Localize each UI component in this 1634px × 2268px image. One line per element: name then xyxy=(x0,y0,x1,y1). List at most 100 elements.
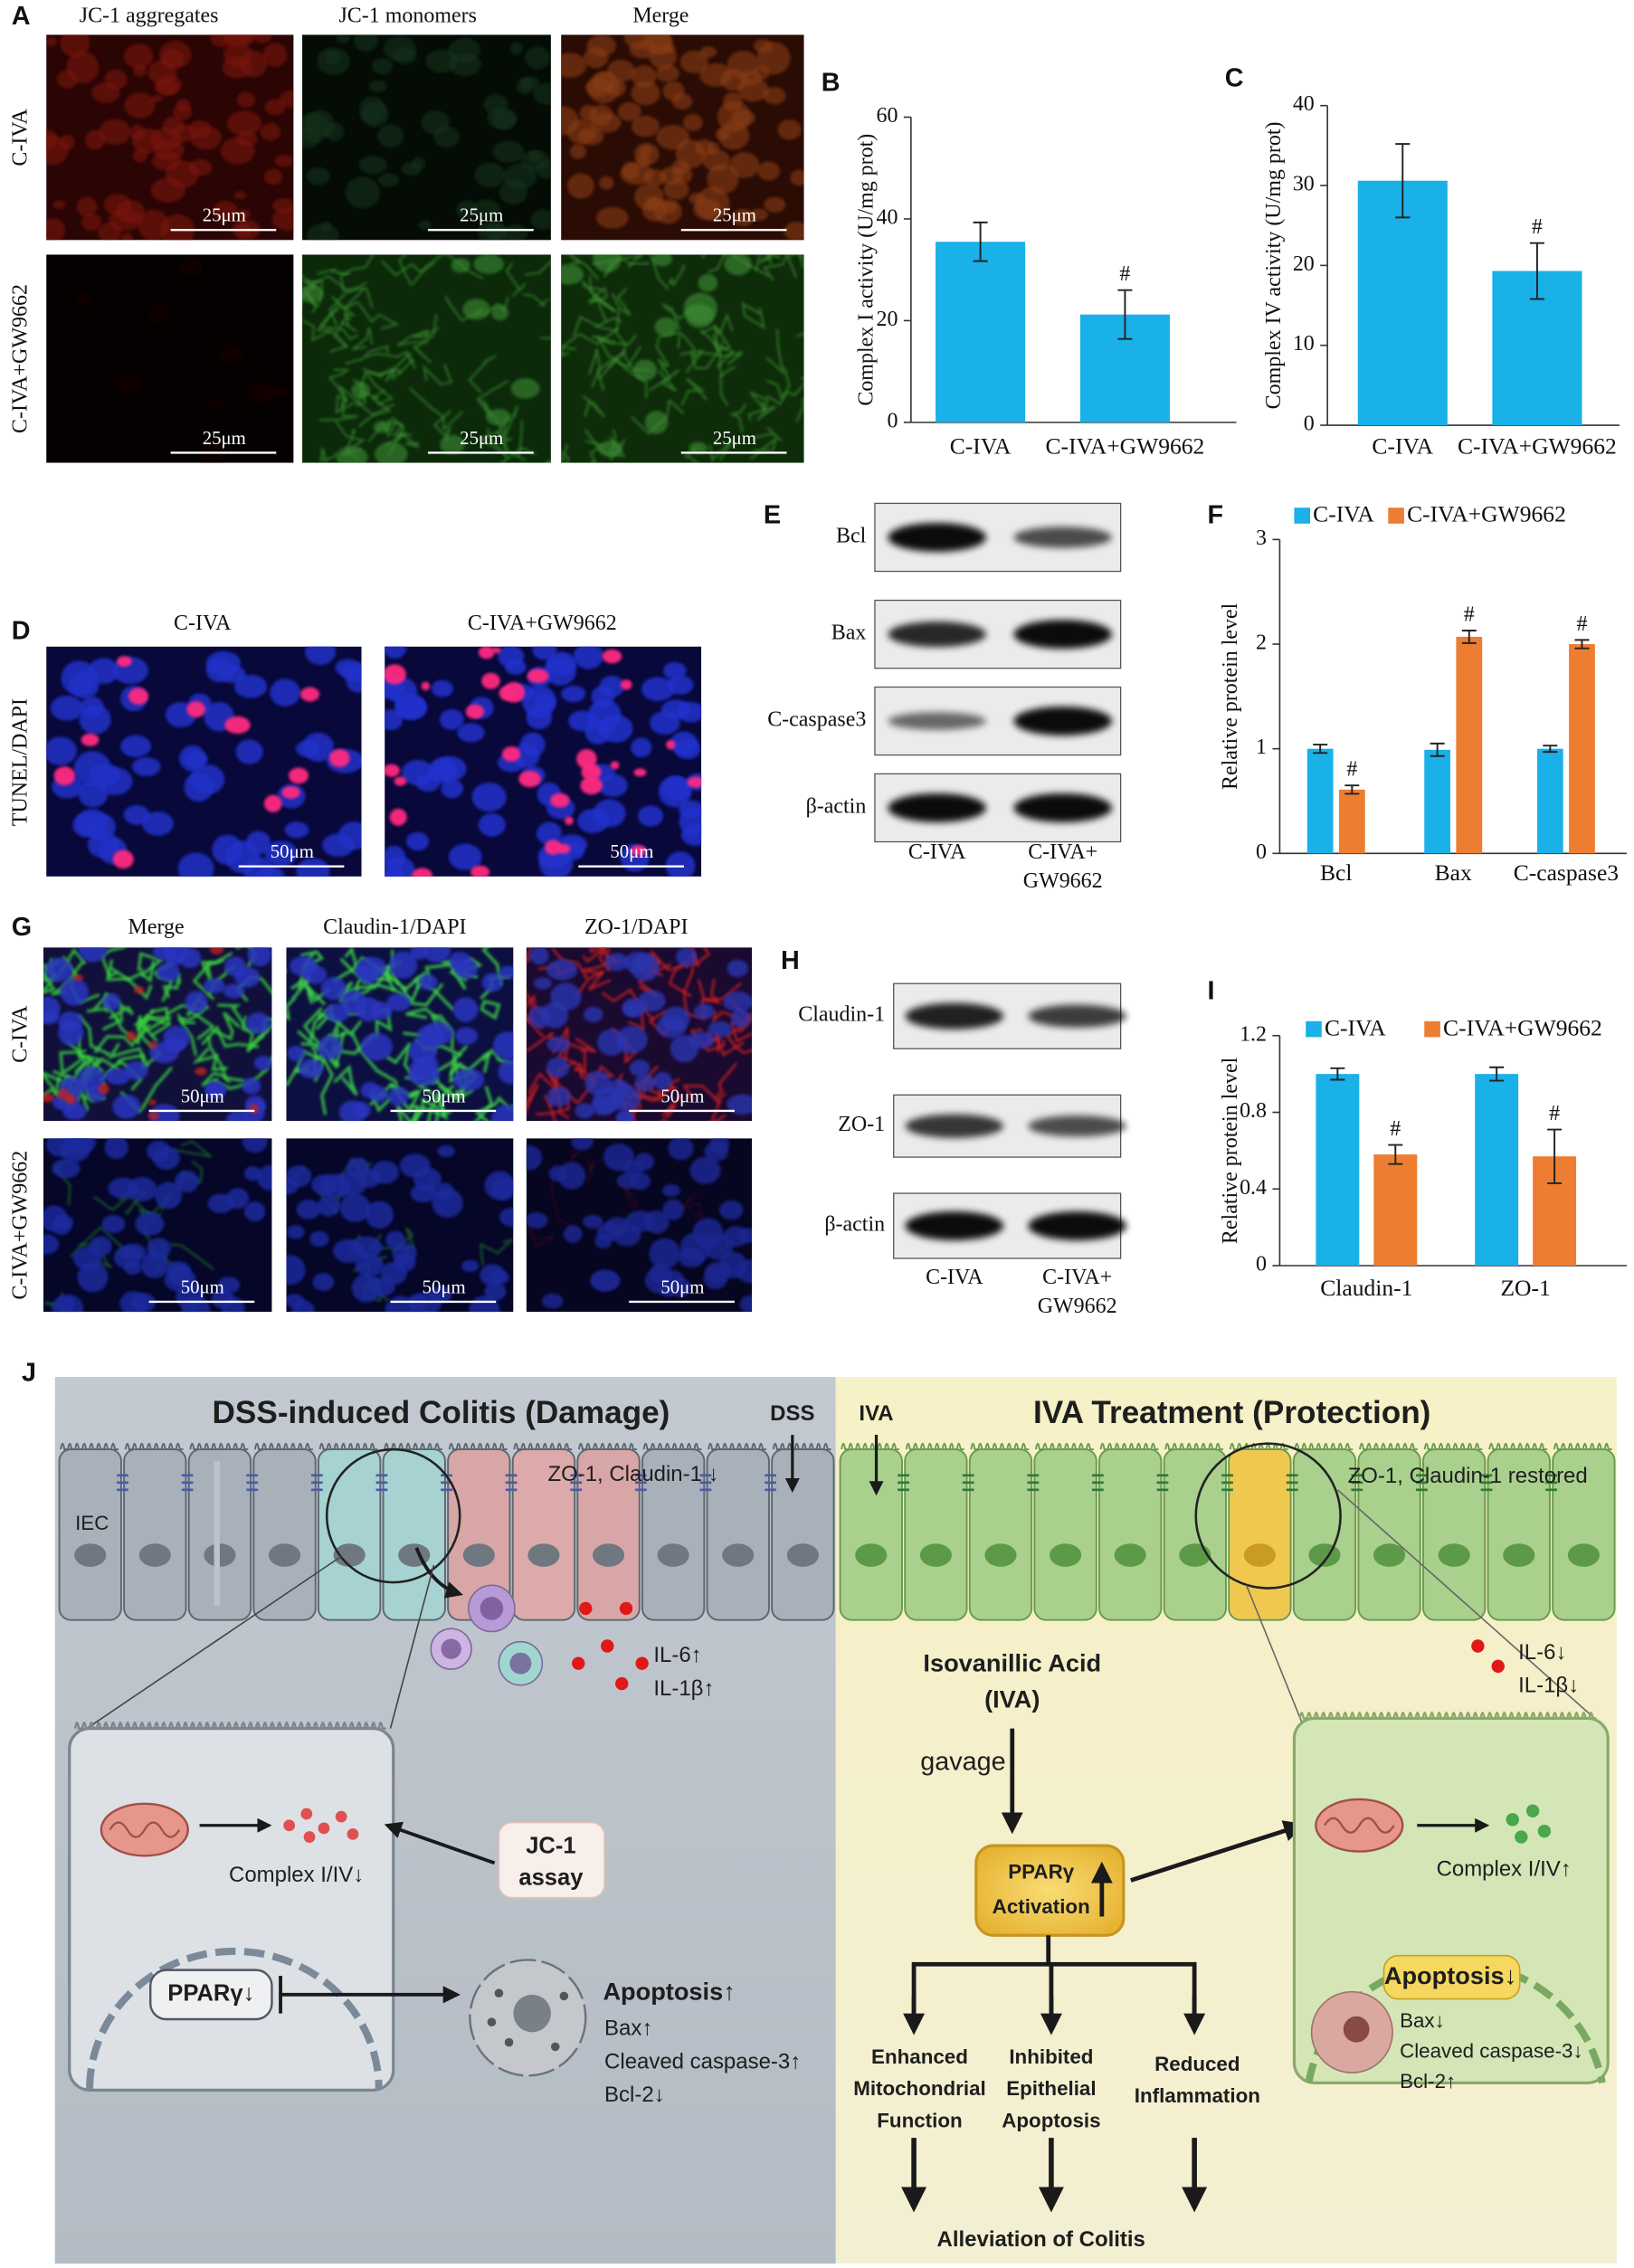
nuclear-envelope xyxy=(86,1947,383,2089)
membrane-signal xyxy=(162,973,182,999)
microvilli xyxy=(73,1722,386,1730)
legend-label: C-IVA xyxy=(1325,1014,1386,1040)
membrane-signal xyxy=(526,1227,556,1248)
microvilli xyxy=(384,1442,443,1451)
cell-signal xyxy=(271,207,294,232)
cell-signal xyxy=(649,34,673,55)
scale-bar-label: 50μm xyxy=(271,841,314,862)
cell-signal xyxy=(271,385,288,399)
cell-signal xyxy=(148,1099,157,1106)
diagram-text: assay xyxy=(518,1865,584,1891)
membrane-signal xyxy=(380,260,436,277)
cell-signal xyxy=(380,1261,408,1286)
membrane-signal xyxy=(137,952,165,977)
cell-signal xyxy=(385,709,404,731)
blot-band xyxy=(1028,1004,1127,1028)
diagram-text: IVA xyxy=(859,1401,893,1426)
error-bar xyxy=(1388,1143,1403,1165)
cell-signal xyxy=(52,1158,81,1179)
cell-signal xyxy=(529,947,549,965)
cell-signal xyxy=(737,77,769,102)
membrane-signal xyxy=(108,1042,149,1068)
cell-signal xyxy=(537,821,563,846)
bar xyxy=(1536,748,1563,854)
membrane-signal xyxy=(714,1062,738,1101)
membrane-signal xyxy=(525,260,551,277)
cell-gap xyxy=(214,1460,220,1606)
membrane-signal xyxy=(387,432,420,456)
membrane-signal xyxy=(423,364,453,386)
microvilli xyxy=(124,1442,184,1451)
cell-signal xyxy=(104,1138,128,1160)
membrane-signal xyxy=(758,254,804,270)
membrane-signal xyxy=(304,984,327,1006)
cell-signal xyxy=(66,51,100,84)
column-header: JC-1 aggregates xyxy=(80,5,219,28)
diagram-text: JC-1 xyxy=(526,1833,575,1858)
epithelial-cell xyxy=(771,1448,835,1621)
membrane-signal xyxy=(136,1008,156,1032)
y-tick-label: 2 xyxy=(1256,631,1267,655)
cell-signal xyxy=(661,1184,680,1197)
cell-signal xyxy=(43,996,61,1022)
membrane-signal xyxy=(588,348,602,388)
membrane-signal xyxy=(522,293,550,308)
column-header: C-IVA xyxy=(174,612,232,635)
bar xyxy=(936,242,1026,422)
cell-signal xyxy=(220,665,246,683)
cell-signal xyxy=(77,1261,109,1293)
cell-signal xyxy=(177,852,214,877)
cytokine xyxy=(635,1656,649,1670)
cell-signal xyxy=(723,992,753,1012)
tight-junction xyxy=(310,1474,323,1492)
zoom-circle xyxy=(1194,1442,1342,1589)
cell-signal xyxy=(324,122,345,142)
microvilli xyxy=(60,1442,119,1451)
diagram-text: IEC xyxy=(75,1512,109,1534)
membrane-signal xyxy=(551,947,589,980)
cell-signal xyxy=(410,947,428,960)
cell-signal xyxy=(729,152,760,178)
cell-signal xyxy=(550,792,570,808)
cell-signal xyxy=(108,1177,138,1200)
cell-signal xyxy=(325,1003,350,1022)
cell-signal xyxy=(385,845,406,869)
cell-signal xyxy=(263,168,283,185)
cell-signal xyxy=(371,1161,399,1184)
error-bar xyxy=(1489,1066,1505,1082)
arrow xyxy=(384,1821,496,1865)
microvilli xyxy=(1294,1442,1354,1451)
column-label: C-IVA+ xyxy=(1042,1266,1112,1289)
membrane-signal xyxy=(682,1084,721,1105)
error-bar xyxy=(1313,744,1328,754)
diagram-text: Apoptosis↓ xyxy=(1384,1961,1516,1989)
membrane-signal xyxy=(474,1096,513,1122)
ros-dot xyxy=(347,1827,359,1840)
arrow xyxy=(1130,1820,1306,1883)
column-label: C-IVA+ xyxy=(1028,840,1097,864)
tight-junction xyxy=(1415,1474,1428,1492)
panel-label: H xyxy=(781,946,800,975)
cell-signal xyxy=(116,200,146,223)
cell-signal xyxy=(150,177,185,203)
cell-signal xyxy=(256,866,285,877)
microvilli xyxy=(1035,1442,1094,1451)
cell-signal xyxy=(224,956,246,977)
row-label: C-caspase3 xyxy=(767,708,866,732)
cell-signal xyxy=(757,161,781,181)
cell-signal xyxy=(425,49,459,73)
cell-signal xyxy=(317,1195,340,1217)
membrane-signal xyxy=(700,325,732,353)
cell-signal xyxy=(369,1086,388,1103)
cell-signal xyxy=(654,317,678,337)
cell-signal xyxy=(642,169,667,186)
y-axis-label: Relative protein level xyxy=(1219,1057,1242,1244)
membrane-signal xyxy=(357,302,400,330)
diagram-text: ZO-1, Claudin-1 restored xyxy=(1348,1464,1588,1488)
cell-signal xyxy=(681,823,702,846)
cell-signal xyxy=(112,1094,141,1119)
cell-signal xyxy=(644,411,669,434)
cell-signal xyxy=(694,1003,715,1020)
diagram-text: DSS-induced Colitis (Damage) xyxy=(213,1395,670,1430)
